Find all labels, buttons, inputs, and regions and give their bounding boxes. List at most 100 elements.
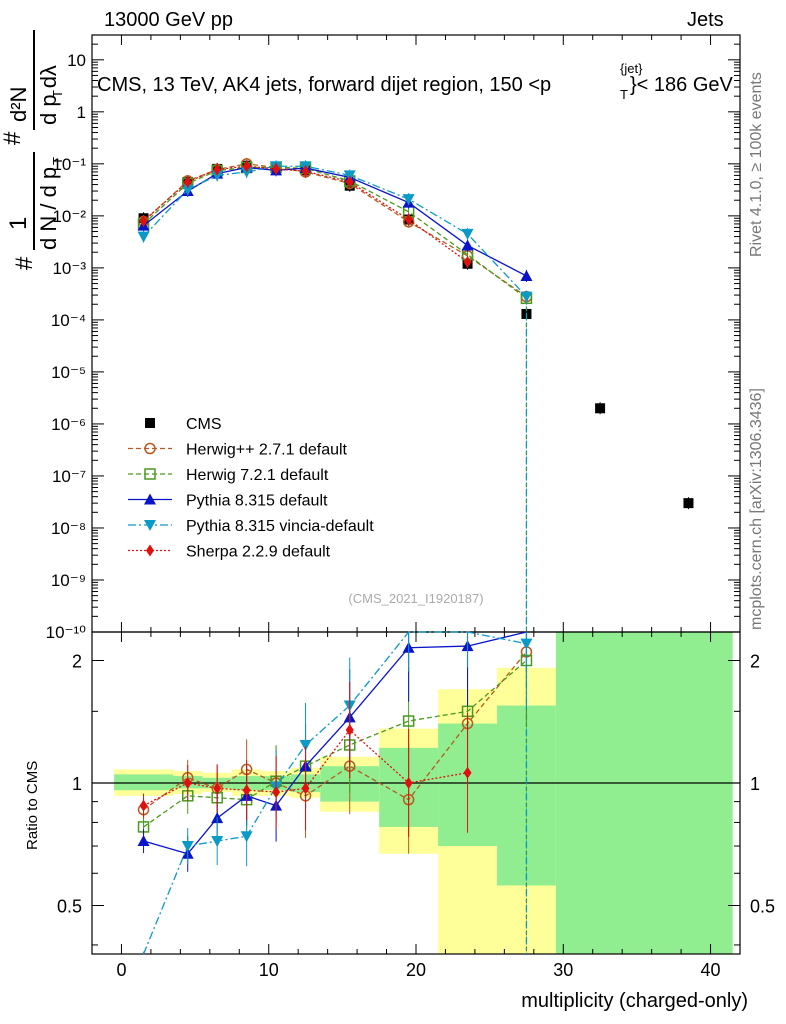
series-5-ratio-point bbox=[463, 766, 472, 779]
series-0-point bbox=[595, 403, 606, 414]
legend-marker-4 bbox=[144, 520, 156, 531]
series-1-ratio-line bbox=[143, 651, 527, 811]
plot-title-sup: {jet} bbox=[620, 61, 643, 76]
y-axis-label: # 1 d N / d p T # d²N d p dλ T bbox=[0, 30, 65, 270]
x-axis-label: multiplicity (charged-only) bbox=[521, 990, 748, 1012]
ylabel-hash-1: # bbox=[11, 256, 38, 270]
ratio-tick-label-right: 1 bbox=[750, 774, 760, 794]
legend-marker-0 bbox=[145, 418, 155, 428]
series-3-point bbox=[461, 239, 474, 251]
uncertainty-bands bbox=[92, 632, 740, 954]
y-tick-label: 10 bbox=[67, 51, 86, 70]
series-5-ratio-point bbox=[242, 784, 251, 797]
series-2-ratio-point bbox=[402, 715, 415, 727]
series-5-point bbox=[463, 255, 472, 268]
y-tick-label: 10⁻¹⁰ bbox=[46, 623, 87, 642]
y-tick-label: 10⁻⁴ bbox=[51, 311, 86, 330]
series-2-line bbox=[143, 166, 527, 299]
band-inner-10 bbox=[555, 632, 733, 954]
series-4-ratio-point bbox=[240, 831, 253, 843]
y-tick-label: 10⁻² bbox=[52, 207, 86, 226]
series-5-point bbox=[345, 175, 354, 188]
series-5-point bbox=[183, 175, 192, 188]
ylabel-den: d p dλ bbox=[36, 65, 61, 125]
legend-marker-1 bbox=[144, 442, 156, 455]
series-4-ratio-point bbox=[211, 836, 224, 848]
x-tick-label: 30 bbox=[553, 960, 573, 980]
ratio-tick-label-right: 0.5 bbox=[750, 896, 775, 916]
legend-label-2: Herwig 7.2.1 default bbox=[186, 467, 329, 484]
series-5-point bbox=[242, 160, 251, 173]
series-5-point bbox=[301, 165, 310, 178]
main-plot-frame bbox=[91, 34, 741, 633]
series-5-ratio-point bbox=[272, 786, 281, 799]
series-4-point bbox=[181, 184, 194, 196]
legend-label-3: Pythia 8.315 default bbox=[186, 493, 328, 510]
series-5-point bbox=[404, 213, 413, 226]
ylabel-frac-den: d N / d p bbox=[36, 167, 61, 250]
y-tick-label: 10⁻³ bbox=[52, 259, 86, 278]
series-4-ratio-point bbox=[520, 638, 533, 650]
ylabel-frac-num: 1 bbox=[5, 217, 32, 230]
series-5-point bbox=[213, 163, 222, 176]
ylabel-frac-den-sub: T bbox=[50, 157, 65, 165]
ratio-tick-label-left: 0.5 bbox=[57, 896, 82, 916]
series-5-ratio-point bbox=[213, 782, 222, 795]
y-tick-label: 10⁻¹ bbox=[52, 155, 86, 174]
legend-label-1: Herwig++ 2.7.1 default bbox=[186, 442, 348, 459]
y-tick-label: 10⁻⁹ bbox=[51, 571, 86, 590]
series-5-ratio-point bbox=[301, 782, 310, 795]
mcplots-label: mcplots.cern.ch [arXiv:1306.3436] bbox=[748, 388, 765, 630]
rivet-label: Rivet 4.1.0, ≥ 100k events bbox=[748, 72, 765, 257]
series-5-point bbox=[272, 162, 281, 175]
main-series bbox=[137, 157, 694, 954]
series-4-line bbox=[143, 165, 527, 298]
ylabel-den-sub: T bbox=[50, 90, 65, 98]
series-4-ratio-point bbox=[299, 739, 312, 751]
ratio-tick-label-right: 2 bbox=[750, 652, 760, 672]
legend-label-0: CMS bbox=[186, 416, 222, 433]
series-4-point bbox=[461, 228, 474, 240]
series-5-ratio-point bbox=[345, 723, 354, 736]
series-5-ratio-point bbox=[404, 776, 413, 789]
ratio-series bbox=[137, 631, 533, 955]
ratio-tick-label-left: 2 bbox=[72, 652, 82, 672]
plot-title-main: CMS, 13 TeV, AK4 jets, forward dijet reg… bbox=[97, 74, 551, 96]
series-5-line bbox=[143, 165, 468, 263]
ratio-y-axis-label: Ratio to CMS bbox=[24, 761, 41, 850]
ylabel-num: d²N bbox=[6, 87, 31, 122]
y-tick-label: 10⁻⁷ bbox=[52, 467, 86, 486]
y-tick-label: 1 bbox=[77, 103, 86, 122]
series-5-ratio-point bbox=[139, 799, 148, 812]
header-left: 13000 GeV pp bbox=[104, 9, 233, 31]
y-tick-label: 10⁻⁸ bbox=[51, 519, 86, 538]
legend-marker-2 bbox=[144, 468, 156, 480]
y-tick-label: 10⁻⁵ bbox=[51, 363, 86, 382]
series-0-point bbox=[683, 498, 694, 509]
series-4-point bbox=[211, 170, 224, 182]
series-1-line bbox=[143, 163, 527, 298]
axis-ticks: 0 10 20 30 40 10 1 10⁻¹ 10⁻² 10⁻³ 10⁻⁴ 10⁻⁵ 10⁻⁶ 10⁻⁷… bbox=[46, 34, 775, 980]
legend-marker-5 bbox=[146, 544, 154, 557]
series-4-point bbox=[402, 194, 415, 206]
series-3-ratio-point bbox=[137, 835, 150, 847]
y-tick-label: 10⁻⁶ bbox=[51, 415, 86, 434]
series-5-ratio-point bbox=[183, 776, 192, 789]
x-tick-label: 0 bbox=[116, 960, 126, 980]
x-tick-label: 10 bbox=[259, 960, 279, 980]
band-inner-0 bbox=[114, 774, 173, 791]
series-3-ratio-line bbox=[143, 631, 527, 855]
x-tick-label: 40 bbox=[701, 960, 721, 980]
series-2-ratio-line bbox=[143, 660, 527, 828]
header-right: Jets bbox=[687, 9, 724, 31]
x-tick-label: 20 bbox=[406, 960, 426, 980]
series-4-ratio-point bbox=[181, 841, 194, 853]
plot-title-end: }< 186 GeV bbox=[630, 74, 734, 96]
series-4-ratio-line bbox=[142, 631, 527, 955]
legend: CMS Herwig++ 2.7.1 default Herwig 7.2.1 de… bbox=[128, 416, 374, 561]
legend-label-4: Pythia 8.315 vincia-default bbox=[186, 518, 374, 535]
ylabel-hash-2: # bbox=[0, 131, 26, 145]
series-3-point bbox=[520, 269, 533, 281]
plot-title: CMS, 13 TeV, AK4 jets, forward dijet reg… bbox=[97, 74, 551, 96]
watermark: (CMS_2021_I1920187) bbox=[348, 591, 483, 606]
